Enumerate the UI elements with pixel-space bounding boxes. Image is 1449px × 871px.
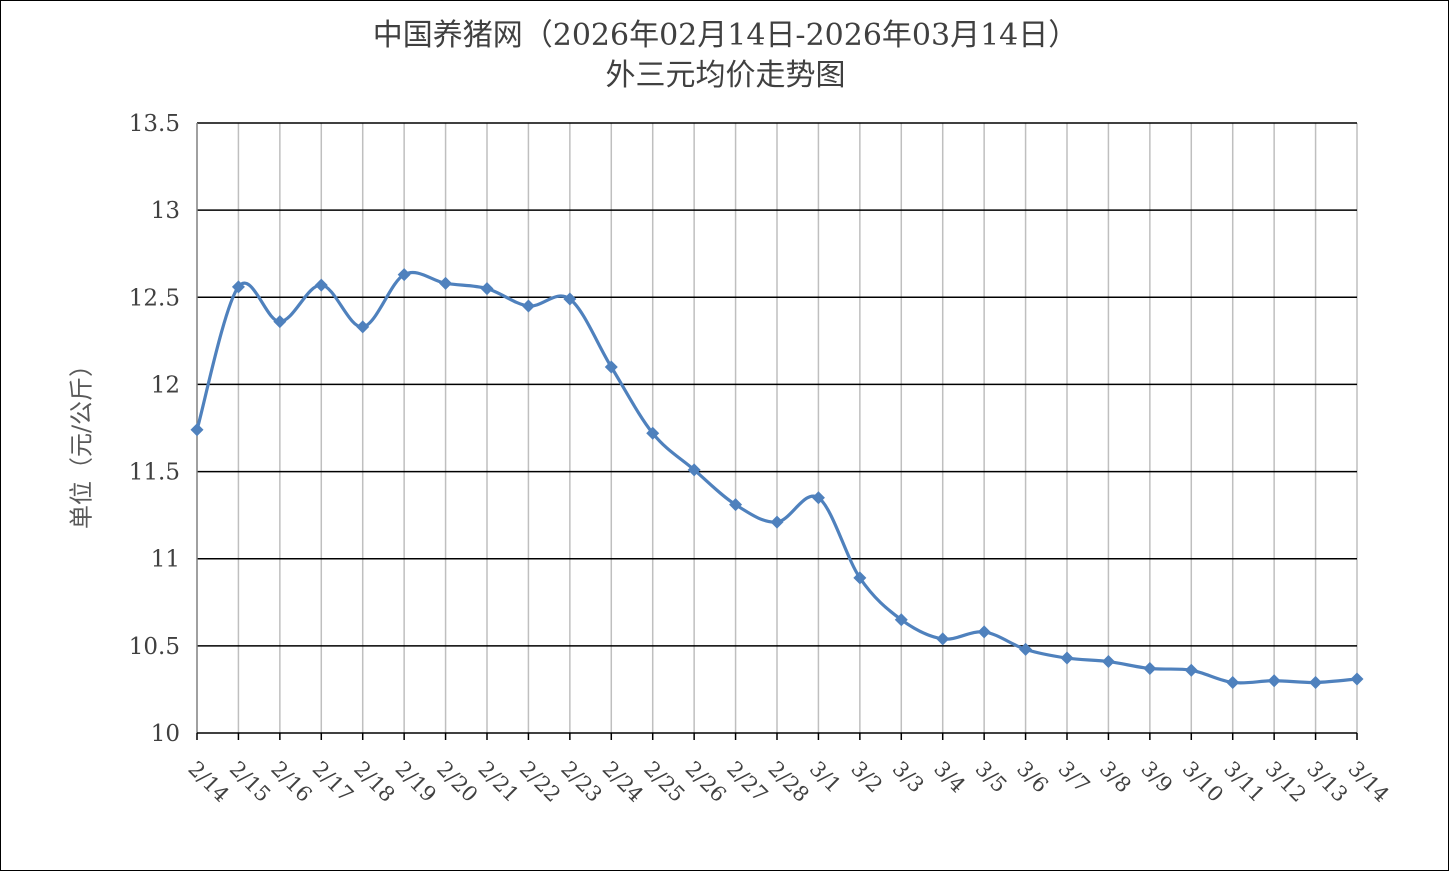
x-tick-label: 3/3	[888, 757, 929, 798]
y-tick-label: 10	[151, 721, 180, 747]
data-point-marker	[397, 268, 411, 282]
x-tick-label: 2/20	[432, 757, 482, 807]
x-tick-label: 3/11	[1219, 757, 1269, 807]
y-tick-label: 12	[151, 372, 180, 398]
x-tick-label: 2/17	[308, 757, 358, 807]
chart-subtitle: 外三元均价走势图	[605, 58, 846, 93]
data-point-marker	[1184, 663, 1198, 677]
x-tick-labels: 2/142/152/162/172/182/192/202/212/222/23…	[183, 757, 1393, 807]
x-tick-label: 2/21	[473, 757, 523, 807]
data-point-marker	[894, 613, 908, 627]
data-point-marker	[853, 571, 867, 585]
data-point-marker	[1267, 674, 1281, 688]
chart-title: 中国养猪网（2026年02月14日-2026年03月14日）	[372, 18, 1079, 53]
data-point-marker	[770, 515, 784, 529]
data-point-marker	[729, 498, 743, 512]
data-point-marker	[521, 299, 535, 313]
data-point-marker	[1350, 672, 1364, 686]
x-tick-label: 2/26	[681, 757, 731, 807]
y-tick-labels: 10 10.5 11 11.5 12 12.5 13 13.5	[129, 111, 180, 747]
y-tick-label: 11	[151, 547, 180, 573]
x-tick-label: 3/7	[1053, 757, 1094, 798]
x-tick-label: 2/19	[391, 757, 441, 807]
data-point-marker	[687, 463, 701, 477]
data-point-marker	[1101, 655, 1115, 669]
x-tick-label: 2/18	[349, 757, 399, 807]
x-tick-label: 3/2	[846, 757, 887, 798]
data-point-marker	[1226, 675, 1240, 689]
data-point-marker	[1143, 662, 1157, 676]
x-tick-label: 3/6	[1012, 757, 1053, 798]
data-point-marker	[936, 632, 950, 646]
x-tick-label: 2/16	[266, 757, 316, 807]
x-tick-label: 2/28	[763, 757, 813, 807]
x-tick-label: 3/8	[1095, 757, 1136, 798]
gridlines	[197, 122, 1358, 733]
x-tick-label: 3/13	[1302, 757, 1352, 807]
data-point-marker	[604, 360, 618, 374]
data-point-marker	[1060, 651, 1074, 665]
x-tick-label: 3/9	[1136, 757, 1177, 798]
data-point-marker	[356, 320, 370, 334]
data-point-marker	[646, 426, 660, 440]
x-tick-label: 2/23	[556, 757, 606, 807]
x-tick-label: 3/14	[1343, 757, 1393, 807]
x-tick-label: 3/12	[1261, 757, 1311, 807]
data-point-marker	[480, 282, 494, 296]
data-point-marker	[439, 276, 453, 290]
y-tick-label: 11.5	[129, 460, 180, 486]
y-tick-label: 13.5	[129, 111, 180, 137]
data-point-marker	[563, 292, 577, 306]
data-point-marker	[1309, 675, 1323, 689]
y-tick-label: 13	[151, 198, 180, 224]
x-tick-label: 3/4	[929, 757, 970, 798]
data-point-marker	[231, 280, 245, 294]
series-layer	[190, 268, 1364, 689]
data-point-marker	[190, 423, 204, 437]
x-tick-label: 2/27	[722, 757, 772, 807]
data-point-marker	[977, 625, 991, 639]
data-point-marker	[273, 315, 287, 329]
data-point-marker	[1019, 642, 1033, 656]
x-tick-label: 3/5	[971, 757, 1012, 798]
x-tick-label: 3/10	[1178, 757, 1228, 807]
x-tick-label: 2/22	[515, 757, 565, 807]
data-point-marker	[314, 278, 328, 292]
x-tick-label: 2/25	[639, 757, 689, 807]
y-tick-label: 10.5	[129, 634, 180, 660]
y-tick-label: 12.5	[129, 285, 180, 311]
data-point-marker	[811, 491, 825, 505]
x-tick-label: 2/24	[598, 757, 648, 807]
x-tick-label: 2/14	[183, 757, 233, 807]
x-tick-label: 2/15	[225, 757, 275, 807]
